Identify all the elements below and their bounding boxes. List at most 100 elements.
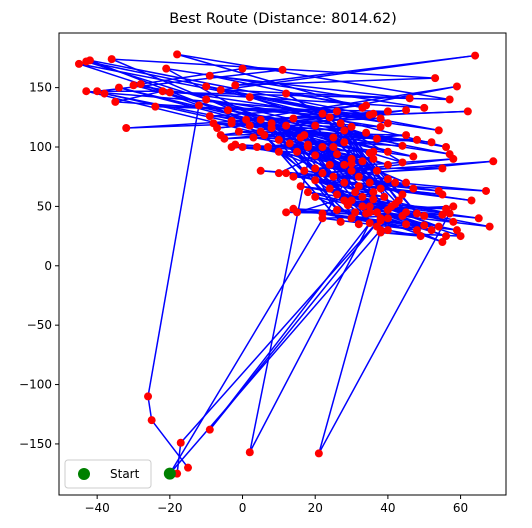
city-point <box>376 184 385 193</box>
city-point <box>383 175 392 184</box>
city-point <box>442 232 451 241</box>
x-tick-label: −40 <box>84 501 109 515</box>
city-point <box>434 222 443 231</box>
city-point <box>242 115 251 124</box>
x-tick-label: 0 <box>239 501 247 515</box>
city-point <box>325 113 334 122</box>
city-point <box>311 121 320 130</box>
city-point <box>209 119 218 128</box>
route-segment <box>111 58 436 79</box>
city-point <box>336 119 345 128</box>
city-point <box>260 131 269 140</box>
legend-box <box>64 459 152 489</box>
route-segment <box>351 199 479 220</box>
city-point <box>416 232 425 241</box>
route-segment <box>89 59 370 116</box>
city-point <box>289 204 298 213</box>
city-point <box>340 138 349 147</box>
city-point <box>318 143 327 152</box>
route-segment <box>260 119 338 211</box>
city-point <box>376 122 385 131</box>
city-point <box>314 449 323 458</box>
city-point <box>405 94 414 103</box>
city-point <box>471 51 480 60</box>
city-point <box>343 201 352 210</box>
city-point <box>173 50 182 59</box>
city-point <box>365 178 374 187</box>
city-point <box>354 220 363 229</box>
city-point <box>449 202 458 211</box>
route-segment <box>206 98 381 128</box>
city-point <box>358 192 367 201</box>
city-point <box>402 208 411 217</box>
city-point <box>358 157 367 166</box>
city-point <box>438 164 447 173</box>
city-point <box>409 152 418 161</box>
route-segment <box>235 77 436 87</box>
city-point <box>278 65 287 74</box>
city-point <box>151 102 160 111</box>
city-point <box>300 166 309 175</box>
city-point <box>336 217 345 226</box>
city-point <box>253 143 262 152</box>
y-tick-label: −50 <box>27 318 52 332</box>
route-segment <box>246 110 468 121</box>
city-point <box>220 134 229 143</box>
y-tick-label: 100 <box>29 140 52 154</box>
start-point <box>163 467 176 480</box>
city-point <box>82 57 91 66</box>
city-point <box>205 71 214 80</box>
city-point <box>165 88 174 97</box>
city-point <box>383 119 392 128</box>
city-point <box>398 141 407 150</box>
city-point <box>274 169 283 178</box>
city-point <box>274 135 283 144</box>
start-point-layer <box>163 467 176 480</box>
city-point <box>82 87 91 96</box>
city-point <box>311 192 320 201</box>
city-point <box>383 205 392 214</box>
chart-title: Best Route (Distance: 8014.62) <box>169 11 397 27</box>
x-tick-label: 20 <box>308 501 323 515</box>
route-segment <box>321 113 400 201</box>
city-point <box>351 188 360 197</box>
city-point <box>194 101 203 110</box>
route-segment <box>169 229 382 475</box>
city-point <box>311 176 320 185</box>
city-point <box>412 209 421 218</box>
city-point <box>372 134 381 143</box>
route-segment <box>286 92 367 107</box>
city-point <box>231 81 240 90</box>
city-point <box>442 204 451 213</box>
city-point <box>107 55 116 64</box>
city-point <box>431 74 440 83</box>
route-segment <box>176 442 182 474</box>
route-segment <box>180 217 382 444</box>
city-point <box>452 82 461 91</box>
city-point <box>485 222 494 231</box>
city-point <box>474 214 483 223</box>
city-point <box>202 95 211 104</box>
city-point <box>354 172 363 181</box>
city-point <box>256 166 265 175</box>
route-segment <box>318 206 454 454</box>
city-point <box>256 115 265 124</box>
city-point <box>311 151 320 160</box>
city-point <box>274 147 283 156</box>
route-segment <box>278 151 342 223</box>
city-point <box>412 135 421 144</box>
city-point <box>442 143 451 152</box>
city-point <box>372 208 381 217</box>
city-point <box>420 221 429 230</box>
x-tick-label: −20 <box>157 501 182 515</box>
y-tick-label: 50 <box>37 199 52 213</box>
city-point <box>369 147 378 156</box>
legend-start-label: Start <box>110 467 140 481</box>
city-point <box>329 143 338 152</box>
city-point <box>372 166 381 175</box>
city-point <box>420 211 429 220</box>
city-point <box>263 143 272 152</box>
city-point <box>282 208 291 217</box>
city-point <box>111 97 120 106</box>
city-point <box>347 166 356 175</box>
